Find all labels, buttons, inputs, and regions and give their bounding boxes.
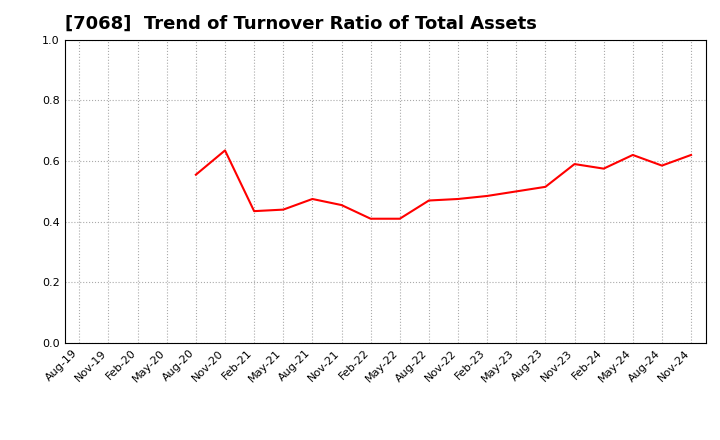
Text: [7068]  Trend of Turnover Ratio of Total Assets: [7068] Trend of Turnover Ratio of Total … [65, 15, 536, 33]
